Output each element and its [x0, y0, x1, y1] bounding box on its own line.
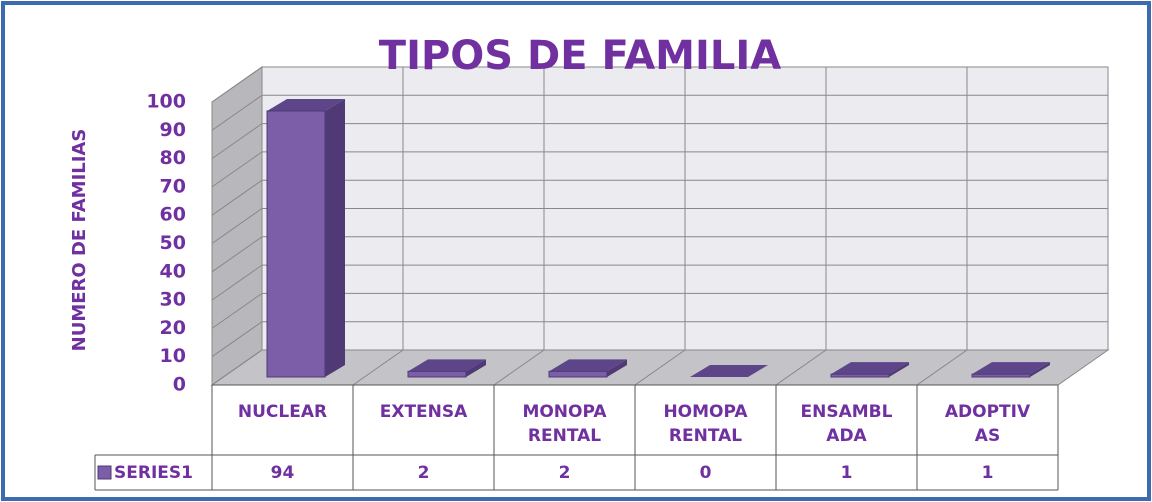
grid-line: [211, 179, 263, 216]
grid-line: [211, 208, 263, 244]
y-axis-label: NUMERO DE FAMILIAS: [69, 129, 90, 352]
table-value: 1: [841, 463, 853, 483]
y-tick-label: 10: [160, 345, 186, 367]
y-tick-label: 30: [160, 289, 186, 311]
bar-side: [325, 98, 345, 377]
bar: [971, 373, 1031, 378]
bar: [548, 370, 608, 378]
bar-top: [690, 365, 768, 377]
table-value: 2: [418, 463, 430, 483]
grid-line: [211, 264, 263, 301]
legend-swatch: [97, 465, 112, 480]
floor-divider: [916, 349, 968, 386]
grid-line: [211, 123, 263, 160]
y-tick-label: 60: [160, 204, 186, 226]
y-tick-label: 70: [160, 175, 186, 197]
floor-divider: [634, 349, 686, 386]
bar: [830, 373, 890, 378]
y-tick-label: 90: [160, 119, 186, 141]
x-tick-label: NUCLEAR: [238, 402, 327, 422]
floor-divider: [352, 349, 404, 386]
grid-line: [211, 66, 263, 103]
grid-line: [211, 292, 263, 329]
grid-line: [211, 349, 263, 386]
floor-divider: [493, 349, 545, 386]
bar-top: [408, 359, 486, 372]
bar-top: [267, 98, 345, 111]
grid-line: [211, 321, 263, 358]
table-value: 1: [982, 463, 994, 483]
x-tick-label: MONOPA RENTAL: [522, 402, 607, 446]
bar: [407, 370, 467, 378]
bar-top: [831, 362, 909, 375]
x-tick-label: HOMOPA RENTAL: [663, 402, 748, 446]
bar-top: [972, 362, 1050, 375]
bar-side: [889, 362, 909, 377]
y-tick-label: 20: [160, 317, 186, 339]
x-tick-label: EXTENSA: [380, 402, 468, 422]
legend-label: SERIES1: [114, 463, 193, 483]
grid-line: [211, 151, 263, 188]
bar: [266, 110, 326, 378]
y-tick-label: 100: [146, 91, 186, 113]
bar-side: [607, 359, 627, 377]
x-tick-label: ADOPTIV AS: [945, 402, 1031, 446]
y-tick-label: 80: [160, 147, 186, 169]
floor-divider: [775, 349, 827, 386]
table-value: 2: [559, 463, 571, 483]
grid-line: [211, 236, 263, 273]
bar-side: [1030, 362, 1050, 377]
table-value: 94: [271, 463, 295, 483]
x-tick-label: ENSAMBL ADA: [801, 402, 893, 446]
chart-title: TIPOS DE FAMILIA: [379, 33, 781, 79]
bar-side: [466, 359, 486, 377]
plot: 0102030405060708090100SERIES1NUCLEAR94EX…: [94, 66, 1110, 491]
table-value: 0: [700, 463, 712, 483]
y-tick-label: 40: [160, 260, 186, 282]
y-tick-label: 50: [160, 232, 186, 254]
bar-top: [549, 359, 627, 372]
grid-line: [211, 94, 263, 131]
y-tick-label: 0: [173, 374, 186, 396]
